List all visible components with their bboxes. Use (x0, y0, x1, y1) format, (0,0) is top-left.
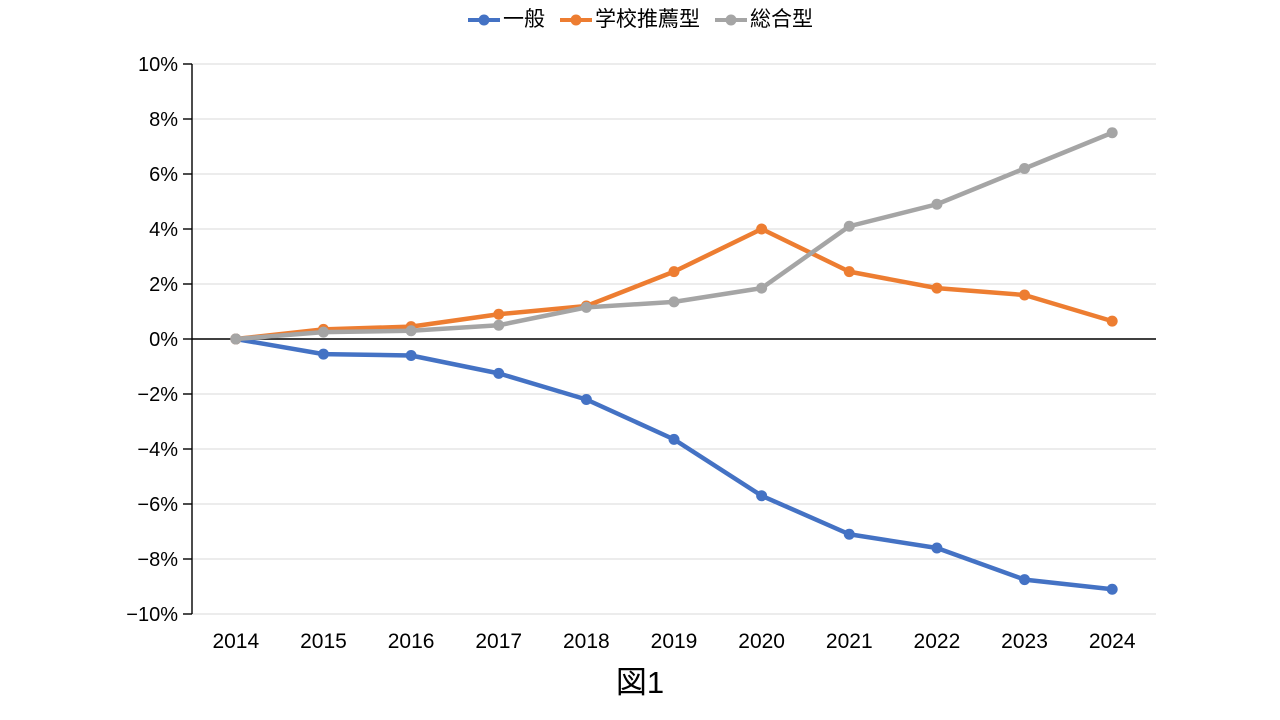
data-point (493, 319, 505, 331)
x-tick-label: 2017 (475, 630, 522, 653)
data-point (668, 296, 680, 308)
line-chart: 10% 8% 6% 4% 2% 0% −2% −4% −6% −8% −10% 2014 2015 201… (126, 54, 1156, 653)
series-line-0 (233, 336, 1115, 592)
data-point (230, 333, 242, 345)
legend-item-1: 学校推薦型 (559, 6, 700, 34)
data-point (756, 490, 768, 502)
data-point (493, 308, 505, 320)
x-tick-label: 2020 (738, 630, 785, 653)
series-line-2 (233, 130, 1115, 342)
y-tick-label: −6% (137, 494, 178, 516)
x-tick-label: 2014 (212, 630, 259, 653)
y-tick-label: −10% (126, 604, 178, 626)
data-point (580, 394, 592, 405)
y-tick-label: −8% (137, 549, 178, 571)
data-point (405, 325, 417, 337)
data-point (843, 266, 855, 278)
legend-dot (478, 14, 490, 26)
data-point (931, 282, 943, 294)
x-tick-label: 2015 (300, 630, 347, 653)
data-point (931, 198, 943, 210)
data-point (493, 367, 505, 379)
x-tick-label: 2024 (1089, 630, 1136, 653)
data-point (1019, 289, 1031, 301)
chart-legend: 一般 学校推薦型 総合型 (0, 6, 1280, 34)
x-tick-label: 2023 (1001, 630, 1048, 653)
data-point (317, 326, 329, 338)
y-tick-label: 0% (149, 329, 178, 351)
data-point (317, 348, 329, 360)
x-tick-label: 2021 (826, 630, 873, 653)
y-tick-label: −4% (137, 439, 178, 461)
y-tick-label: 8% (149, 109, 178, 131)
data-point (1019, 163, 1031, 174)
data-point (1106, 315, 1118, 327)
y-tick-label: 2% (149, 274, 178, 296)
data-point (1019, 574, 1031, 586)
legend-dot (725, 14, 737, 26)
data-point (668, 266, 680, 278)
chart-caption: 図1 (615, 665, 665, 700)
legend-label: 総合型 (750, 8, 813, 31)
x-tick-label: 2019 (651, 630, 698, 653)
legend-marker-icon (715, 14, 747, 26)
data-point (756, 223, 768, 235)
legend-marker-icon (560, 14, 592, 26)
x-tick-label: 2018 (563, 630, 610, 653)
legend-marker-icon (468, 14, 500, 26)
legend-item-2: 総合型 (714, 6, 813, 34)
y-tick-label: 10% (138, 54, 178, 76)
data-point (1106, 583, 1118, 595)
data-point (843, 220, 855, 232)
legend-label: 学校推薦型 (595, 8, 700, 31)
data-point (931, 542, 943, 554)
y-tick-label: 6% (149, 164, 178, 186)
data-point (1106, 127, 1118, 139)
legend-label: 一般 (503, 8, 545, 31)
y-tick-label: −2% (137, 384, 178, 406)
x-tick-label: 2022 (914, 630, 961, 653)
data-point (580, 301, 592, 313)
x-tick-label: 2016 (388, 630, 435, 653)
legend-item-0: 一般 (467, 6, 545, 34)
data-point (843, 528, 855, 540)
y-tick-label: 4% (149, 219, 178, 241)
data-point (405, 350, 417, 361)
legend-dot (570, 14, 582, 26)
data-point (668, 433, 680, 445)
data-point (756, 282, 768, 294)
